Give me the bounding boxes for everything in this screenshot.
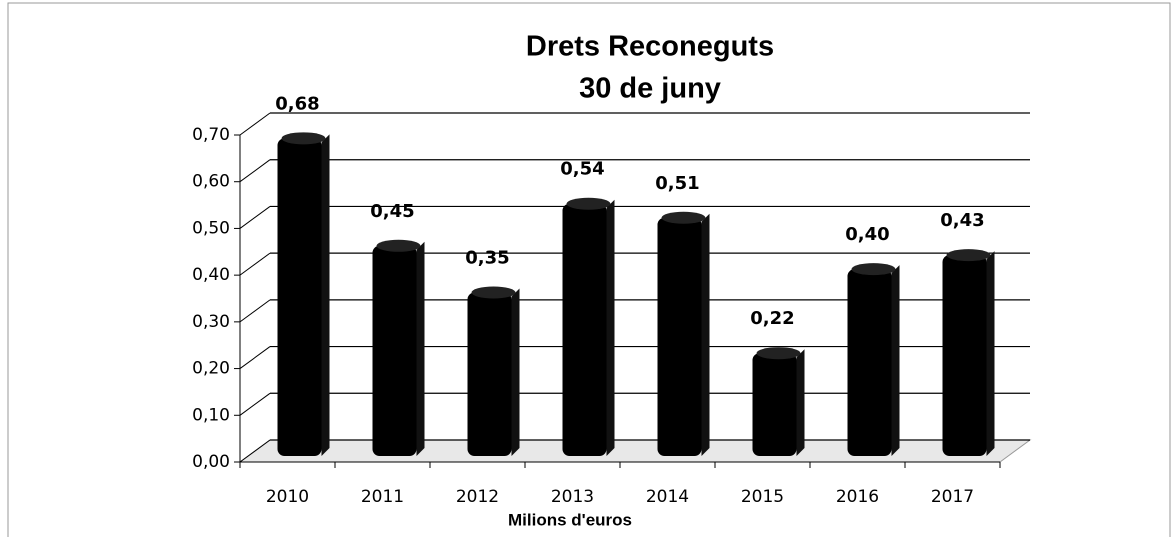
value-label: 0,45 xyxy=(370,201,414,222)
value-label: 0,54 xyxy=(560,159,604,180)
bar xyxy=(372,245,417,456)
value-label: 0,68 xyxy=(275,93,319,114)
x-tick-label: 2013 xyxy=(551,487,594,507)
grid-line xyxy=(239,392,271,416)
bar xyxy=(562,203,607,456)
grid-line xyxy=(239,299,271,323)
bar-top xyxy=(661,211,706,224)
bar xyxy=(847,269,892,456)
bar xyxy=(467,292,512,456)
bar xyxy=(942,255,987,456)
grid-line xyxy=(239,206,271,229)
value-label: 0,43 xyxy=(940,210,984,231)
x-axis-label: Milions d'euros xyxy=(508,510,632,529)
x-tick-label: 2016 xyxy=(836,487,879,507)
y-tick-label: 0,20 xyxy=(192,359,230,379)
bar-side xyxy=(986,251,995,456)
floor xyxy=(238,439,1032,463)
grid-line xyxy=(239,159,271,183)
value-label: 0,40 xyxy=(845,224,889,245)
bar-side xyxy=(321,134,330,457)
bar-top xyxy=(566,197,611,210)
bar-side xyxy=(701,213,710,456)
bar xyxy=(752,353,797,456)
grid-line xyxy=(239,112,271,136)
bar-side xyxy=(891,265,900,456)
value-label: 0,22 xyxy=(750,308,794,329)
bar-top xyxy=(376,239,421,252)
bar-top xyxy=(851,263,896,276)
frame xyxy=(7,2,1171,537)
grid-line xyxy=(239,252,271,276)
bar xyxy=(657,217,702,456)
bar-top xyxy=(756,347,801,360)
x-tick-label: 2015 xyxy=(741,487,784,507)
chart-title: Drets Reconeguts xyxy=(526,31,774,63)
bar xyxy=(277,138,322,457)
bar-side xyxy=(511,288,520,456)
x-tick-label: 2014 xyxy=(646,487,689,507)
chart-subtitle: 30 de juny xyxy=(579,73,721,105)
y-tick-label: 0,50 xyxy=(192,218,230,238)
y-tick-label: 0,60 xyxy=(192,172,230,192)
x-tick-label: 2017 xyxy=(931,487,974,507)
bar-side xyxy=(606,199,615,456)
y-tick-label: 0,70 xyxy=(192,125,230,145)
y-tick-label: 0,10 xyxy=(192,405,230,425)
grid-line xyxy=(239,346,271,369)
bar-top xyxy=(471,286,516,299)
bar-side xyxy=(796,349,805,456)
value-label: 0,51 xyxy=(655,173,699,194)
bar-top xyxy=(946,249,991,262)
x-tick-label: 2012 xyxy=(456,487,499,507)
grid-line xyxy=(239,439,271,463)
y-tick-label: 0,00 xyxy=(192,452,230,472)
x-tick-label: 2010 xyxy=(266,487,309,507)
y-tick-label: 0,40 xyxy=(192,265,230,285)
x-tick-label: 2011 xyxy=(361,487,404,507)
bar-top xyxy=(281,132,326,145)
bar-side xyxy=(416,241,425,456)
y-tick-label: 0,30 xyxy=(192,312,230,332)
value-label: 0,35 xyxy=(465,248,509,269)
